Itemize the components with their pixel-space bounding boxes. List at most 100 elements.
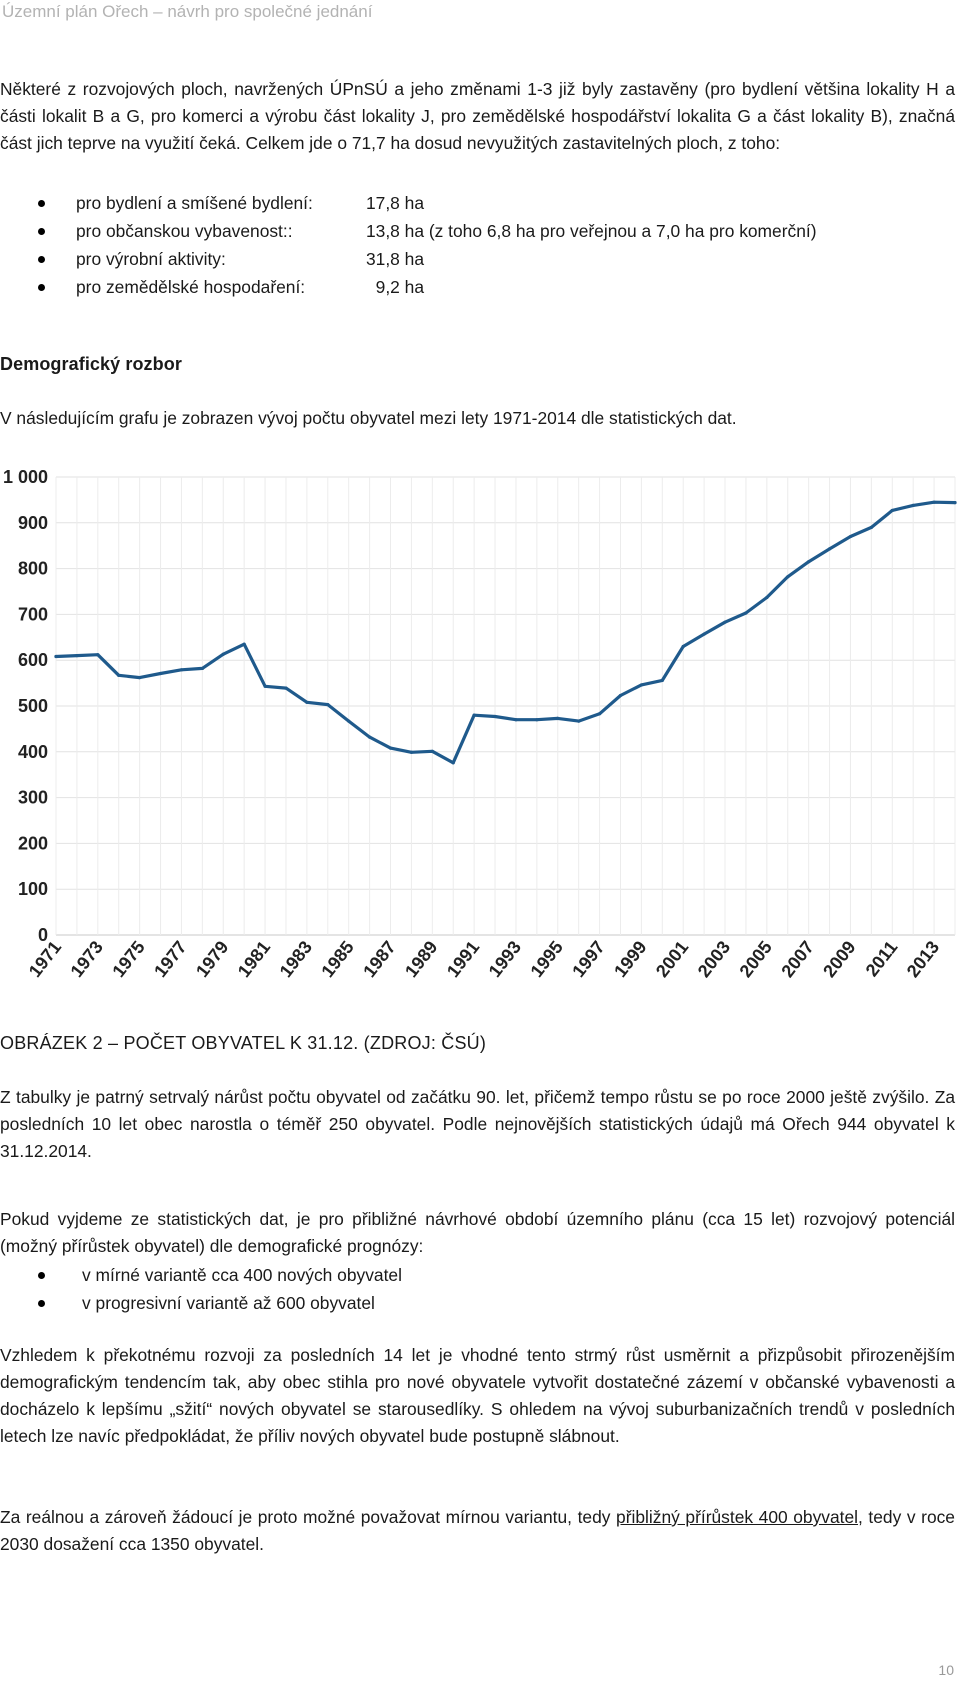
data-point bbox=[221, 652, 225, 656]
data-point bbox=[807, 560, 811, 564]
y-tick-label: 600 bbox=[18, 650, 48, 670]
list-item: pro občanskou vybavenost:: 13,8 ha (z toh… bbox=[0, 217, 955, 245]
data-point bbox=[179, 668, 184, 672]
data-point bbox=[535, 718, 539, 722]
x-tick-label: 2009 bbox=[819, 937, 859, 981]
data-point bbox=[117, 673, 121, 677]
data-point bbox=[723, 620, 727, 624]
x-tick-label: 1991 bbox=[443, 937, 483, 981]
x-tick-label: 1995 bbox=[527, 937, 567, 981]
list-item: v progresivní variantě až 600 obyvatel bbox=[0, 1289, 955, 1317]
area-label: pro zemědělské hospodaření: bbox=[76, 277, 306, 297]
data-point bbox=[618, 693, 623, 698]
list-item: pro zemědělské hospodaření: 9,2 ha bbox=[0, 273, 955, 301]
y-tick-label: 0 bbox=[38, 925, 48, 945]
data-point bbox=[263, 684, 267, 688]
data-point bbox=[388, 746, 393, 750]
y-tick-label: 700 bbox=[18, 604, 48, 624]
y-tick-label: 900 bbox=[18, 513, 48, 533]
x-tick-label: 1987 bbox=[359, 937, 399, 981]
x-tick-label: 2001 bbox=[652, 937, 692, 981]
bullet-icon bbox=[38, 284, 45, 291]
bullet-icon bbox=[38, 200, 45, 207]
data-point bbox=[869, 525, 873, 529]
bullet-icon bbox=[38, 256, 45, 263]
section-title: Demografický rozbor bbox=[0, 354, 182, 374]
variant-text: v mírné variantě cca 400 nových obyvatel bbox=[82, 1265, 402, 1285]
page-header: Územní plán Ořech – návrh pro společné j… bbox=[2, 2, 373, 21]
data-point bbox=[158, 671, 163, 676]
data-point bbox=[200, 666, 204, 671]
data-point bbox=[890, 508, 894, 513]
data-point bbox=[953, 501, 957, 505]
y-tick-label: 100 bbox=[18, 879, 48, 899]
x-tick-label: 1985 bbox=[317, 937, 357, 981]
area-value: 31,8 ha bbox=[366, 249, 425, 269]
data-point bbox=[96, 653, 100, 657]
data-point bbox=[681, 644, 685, 649]
x-tick-label: 1975 bbox=[108, 937, 148, 981]
x-tick-label: 1993 bbox=[485, 937, 525, 981]
data-point bbox=[848, 534, 853, 539]
y-tick-label: 1 000 bbox=[3, 467, 48, 487]
data-point bbox=[765, 595, 769, 600]
area-value: 13,8 ha (z toho 6,8 ha pro veřejnou a 7,… bbox=[366, 221, 817, 241]
x-tick-label: 2007 bbox=[777, 937, 817, 981]
list-item: pro bydlení a smíšené bydlení: 17,8 ha bbox=[0, 189, 955, 217]
data-point bbox=[493, 714, 497, 719]
x-tick-label: 2003 bbox=[694, 937, 734, 981]
data-point bbox=[326, 703, 330, 707]
variant-text: v progresivní variantě až 600 obyvatel bbox=[82, 1293, 375, 1313]
x-tick-label: 1999 bbox=[610, 937, 650, 981]
x-tick-label: 1989 bbox=[401, 937, 441, 981]
data-point bbox=[744, 611, 748, 615]
data-point bbox=[451, 761, 455, 765]
x-tick-label: 1971 bbox=[25, 937, 65, 981]
x-tick-label: 2011 bbox=[862, 937, 902, 980]
data-point bbox=[932, 500, 936, 504]
x-tick-label: 2005 bbox=[736, 937, 776, 981]
area-label: pro občanskou vybavenost:: bbox=[76, 221, 293, 241]
y-tick-label: 300 bbox=[18, 788, 48, 808]
data-point bbox=[911, 503, 915, 507]
data-point bbox=[430, 749, 434, 753]
growth-paragraph: Z tabulky je patrný setrvalý nárůst počt… bbox=[0, 1087, 955, 1161]
list-item: pro výrobní aktivity: 31,8 ha bbox=[0, 245, 955, 273]
data-point bbox=[368, 735, 372, 739]
x-tick-label: 2013 bbox=[903, 937, 943, 981]
data-point bbox=[347, 719, 351, 723]
x-tick-label: 1979 bbox=[192, 937, 232, 981]
population-series-line bbox=[54, 500, 957, 765]
area-label: pro bydlení a smíšené bydlení: bbox=[76, 193, 313, 213]
bullet-icon bbox=[38, 1300, 45, 1307]
data-point bbox=[138, 676, 142, 680]
data-point bbox=[786, 575, 790, 579]
data-point bbox=[242, 642, 246, 646]
conclusion-text-end: , tedy v roce 2030 dosažení cca 1350 oby… bbox=[0, 1507, 955, 1554]
data-point bbox=[514, 718, 518, 722]
data-point bbox=[556, 716, 560, 720]
bullet-icon bbox=[38, 228, 45, 235]
y-tick-label: 500 bbox=[18, 696, 48, 716]
x-tick-label: 1997 bbox=[568, 937, 608, 981]
data-point bbox=[305, 700, 309, 704]
data-point bbox=[472, 713, 476, 717]
y-tick-label: 400 bbox=[18, 742, 48, 762]
potential-paragraph: Pokud vyjdeme ze statistických dat, je p… bbox=[0, 1209, 955, 1256]
chart-intro: V následujícím grafu je zobrazen vývoj p… bbox=[0, 408, 737, 428]
data-point bbox=[660, 678, 664, 682]
data-point bbox=[639, 683, 643, 687]
list-item: v mírné variantě cca 400 nových obyvatel bbox=[0, 1261, 955, 1289]
recommendation-paragraph: Vzhledem k překotnému rozvoji za posledn… bbox=[0, 1345, 955, 1446]
variant-list: v mírné variantě cca 400 nových obyvatel… bbox=[0, 1261, 955, 1317]
data-point bbox=[75, 654, 79, 658]
data-point bbox=[597, 712, 602, 716]
figure-caption: OBRÁZEK 2 – POČET OBYVATEL K 31.12. (ZDR… bbox=[0, 1033, 487, 1053]
area-list: pro bydlení a smíšené bydlení: 17,8 ha pr… bbox=[0, 189, 955, 301]
data-point bbox=[702, 632, 706, 636]
intro-paragraph: Některé z rozvojových ploch, navržených … bbox=[0, 79, 955, 153]
y-tick-label: 200 bbox=[18, 833, 48, 853]
data-point bbox=[284, 686, 288, 690]
data-point bbox=[827, 547, 832, 551]
